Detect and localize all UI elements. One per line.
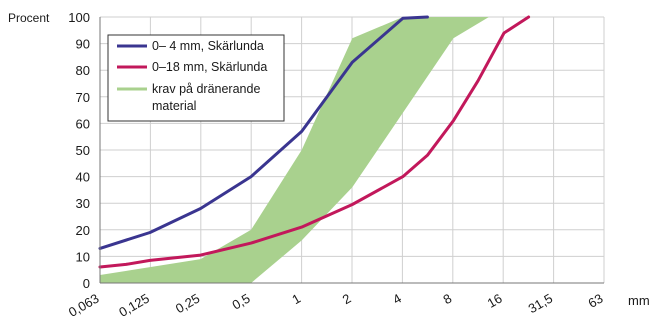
y-axis-label: Procent xyxy=(8,11,50,25)
x-tick-label: 16 xyxy=(485,291,505,311)
x-tick-label: 2 xyxy=(340,291,354,308)
x-tick-label: 4 xyxy=(390,291,404,308)
axes xyxy=(99,17,604,284)
series-line-1 xyxy=(98,15,429,250)
legend: 0– 4 mm, Skärlunda 0–18 mm, Skärlunda krav… xyxy=(107,34,285,122)
x-tick-label: 8 xyxy=(441,291,455,308)
y-tick-label: 90 xyxy=(76,37,90,52)
legend-label: material xyxy=(152,99,196,113)
x-tick-label: 0,25 xyxy=(173,291,202,317)
x-tick-label: 0,125 xyxy=(116,291,152,320)
legend-label: 0– 4 mm, Skärlunda xyxy=(152,39,264,53)
y-tick-label: 80 xyxy=(76,63,90,78)
legend-label: krav på dränerande xyxy=(152,82,260,96)
legend-box xyxy=(107,34,285,122)
x-tick-label: 63 xyxy=(585,291,605,311)
y-tick-label: 20 xyxy=(76,223,90,238)
y-tick-label: 40 xyxy=(76,170,90,185)
series-layer xyxy=(98,15,531,269)
y-tick-label: 70 xyxy=(76,90,90,105)
series-line-2 xyxy=(98,15,531,269)
y-tick-label: 30 xyxy=(76,196,90,211)
y-tick-label: 0 xyxy=(83,276,90,291)
x-tick-label: 0,063 xyxy=(66,291,102,320)
band-layer xyxy=(100,17,489,283)
x-axis-unit: mm xyxy=(628,293,650,308)
y-tick-label: 50 xyxy=(76,143,90,158)
x-tick-label: 1 xyxy=(289,291,303,308)
y-tick-label: 10 xyxy=(76,249,90,264)
y-tick-label: 100 xyxy=(68,10,90,25)
band-drainage-requirement xyxy=(100,17,489,283)
x-tick-label: 31,5 xyxy=(526,291,555,317)
x-tick-label: 0,5 xyxy=(230,291,253,313)
y-tick-label: 60 xyxy=(76,116,90,131)
legend-label: 0–18 mm, Skärlunda xyxy=(152,60,267,74)
